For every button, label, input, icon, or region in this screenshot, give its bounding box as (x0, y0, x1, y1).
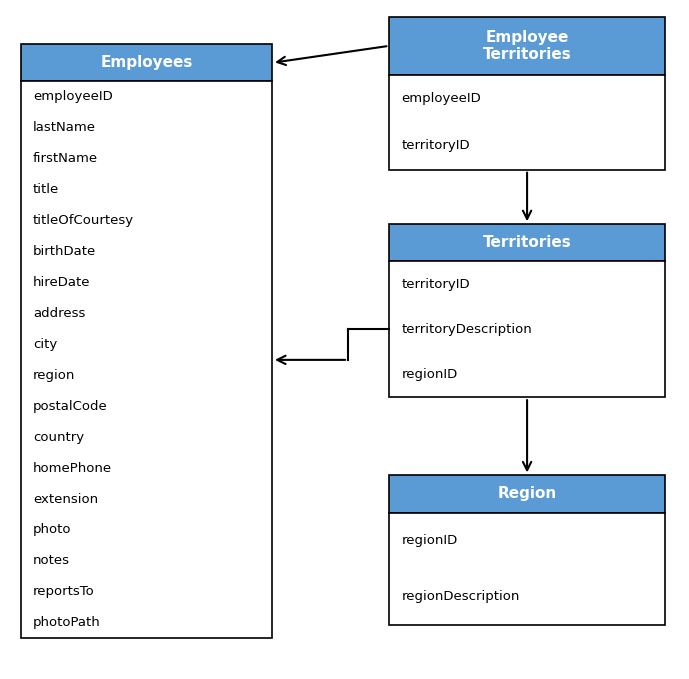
Bar (389, 17, 665, 75)
Text: homePhone: homePhone (33, 462, 112, 475)
Text: reportsTo: reportsTo (33, 585, 95, 598)
Text: Region: Region (497, 486, 557, 502)
Text: employeeID: employeeID (33, 90, 113, 103)
Text: Employee
Territories: Employee Territories (483, 30, 571, 62)
Text: extension: extension (33, 492, 99, 506)
Text: birthDate: birthDate (33, 245, 96, 258)
Text: firstName: firstName (33, 152, 99, 165)
Text: title: title (33, 183, 59, 196)
Bar (389, 475, 665, 513)
Text: titleOfCourtesy: titleOfCourtesy (33, 214, 134, 227)
Text: regionDescription: regionDescription (402, 590, 520, 603)
Text: lastName: lastName (33, 122, 96, 134)
Text: regionID: regionID (402, 534, 458, 547)
Text: Territories: Territories (483, 235, 571, 251)
Bar (21, 44, 272, 81)
Text: territoryID: territoryID (402, 278, 471, 291)
Text: territoryDescription: territoryDescription (402, 323, 533, 336)
Text: country: country (33, 430, 84, 443)
Text: notes: notes (33, 555, 70, 568)
Bar (389, 224, 665, 261)
Text: hireDate: hireDate (33, 276, 90, 289)
Text: city: city (33, 338, 57, 351)
Text: regionID: regionID (402, 368, 458, 381)
Bar (21, 81, 272, 638)
Text: region: region (33, 369, 76, 382)
Bar (389, 75, 665, 170)
Text: territoryID: territoryID (402, 139, 471, 153)
Text: photoPath: photoPath (33, 617, 101, 629)
Text: photo: photo (33, 524, 72, 536)
Bar (389, 513, 665, 625)
Text: employeeID: employeeID (402, 92, 482, 105)
Text: address: address (33, 307, 85, 320)
Bar (389, 261, 665, 397)
Text: Employees: Employees (100, 55, 193, 71)
Text: postalCode: postalCode (33, 400, 107, 413)
